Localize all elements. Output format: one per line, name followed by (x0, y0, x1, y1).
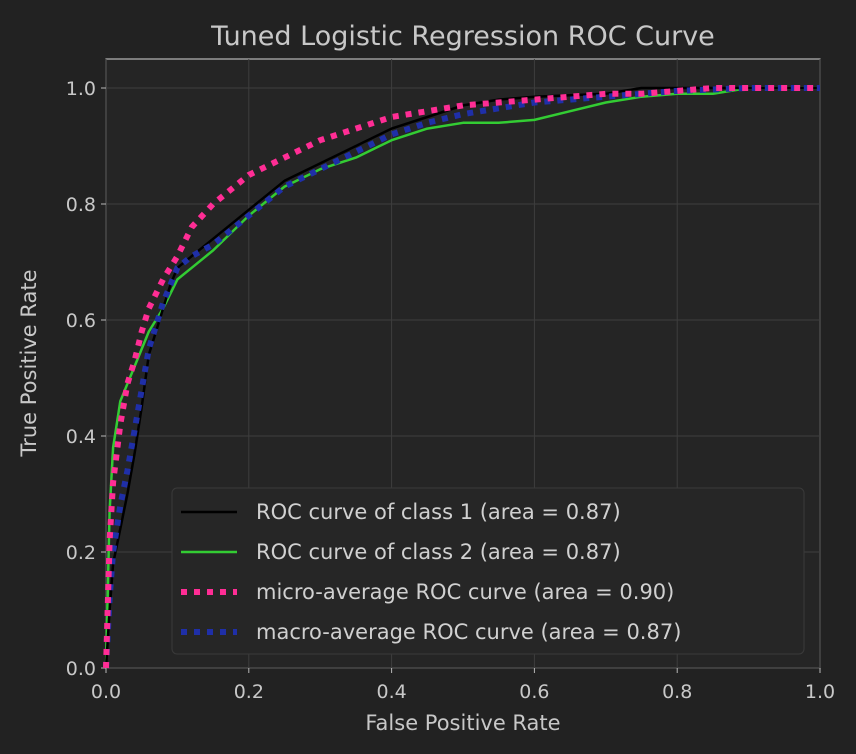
chart-title: Tuned Logistic Regression ROC Curve (210, 21, 715, 52)
x-tick-label: 0.2 (234, 681, 264, 703)
roc-curves (103, 85, 820, 669)
x-axis-label: False Positive Rate (365, 711, 560, 735)
legend-label-3: micro-average ROC curve (area = 0.90) (256, 580, 674, 604)
legend-label-2: ROC curve of class 2 (area = 0.87) (256, 540, 621, 564)
y-tick-label: 0.2 (66, 542, 96, 564)
y-tick-label: 0.0 (66, 658, 96, 680)
x-tick-label: 1.0 (805, 681, 835, 703)
x-tick-label: 0.6 (519, 681, 549, 703)
y-tick-label: 0.4 (66, 426, 96, 448)
y-tick-label: 0.8 (66, 194, 96, 216)
legend: ROC curve of class 1 (area = 0.87) ROC cu… (171, 487, 805, 655)
y-tick-label: 1.0 (66, 78, 96, 100)
y-tick-label: 0.6 (66, 310, 96, 332)
axis-ticks: 0.0 0.2 0.4 0.6 0.8 1.0 0.0 0.2 0.4 0.6 0.8 1.0 (66, 78, 835, 703)
y-axis-label: True Positive Rate (17, 269, 41, 457)
x-tick-label: 0.0 (91, 681, 121, 703)
x-tick-label: 0.4 (376, 681, 406, 703)
roc-series-line-1 (104, 86, 820, 669)
legend-frame (171, 487, 805, 655)
legend-label-1: ROC curve of class 1 (area = 0.87) (256, 500, 621, 524)
x-tick-label: 0.8 (662, 681, 692, 703)
legend-label-4: macro-average ROC curve (area = 0.87) (256, 620, 681, 644)
